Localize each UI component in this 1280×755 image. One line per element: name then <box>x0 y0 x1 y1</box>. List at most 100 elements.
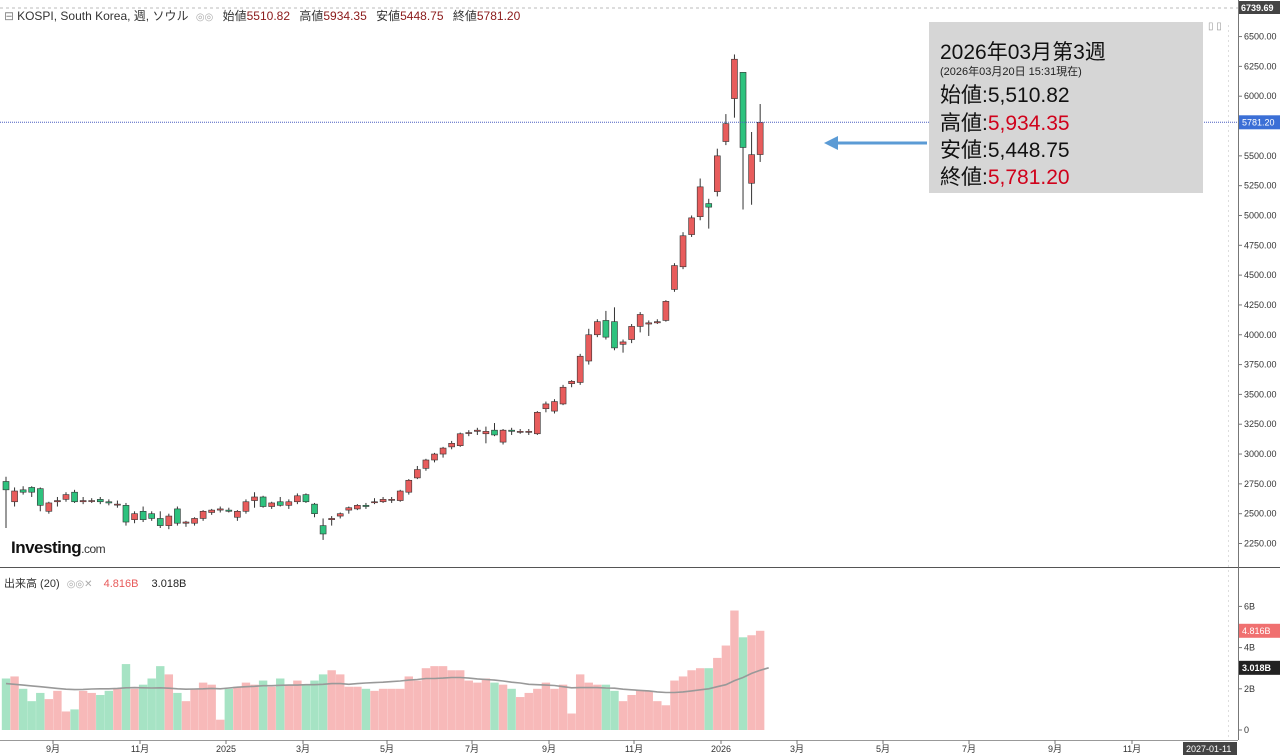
candle-body <box>105 501 113 504</box>
volume-bar <box>61 711 71 730</box>
volume-settings-icon[interactable]: ◎◎✕ <box>66 579 93 590</box>
candle-body <box>748 154 755 184</box>
candle-body <box>722 123 730 142</box>
volume-bar <box>284 684 294 730</box>
time-tick-label: 3月 <box>296 744 310 754</box>
candle-body <box>405 479 413 493</box>
candle-body <box>516 431 524 433</box>
volume-bar <box>370 690 379 730</box>
time-tick-label: 11月 <box>1123 744 1141 754</box>
volume-bar <box>438 666 448 730</box>
candle-body <box>45 502 53 512</box>
volume-bar <box>430 666 439 730</box>
candle-body <box>336 513 344 517</box>
volume-bar <box>713 657 722 730</box>
candle-body <box>71 491 78 503</box>
volume-bar <box>190 688 199 730</box>
price-tick-label: 2500.00 <box>1244 509 1277 519</box>
price-tick-label: 3000.00 <box>1244 449 1277 459</box>
candle-body <box>388 499 395 501</box>
volume-bar <box>138 684 148 730</box>
candle-body <box>54 500 61 503</box>
close-label: 終値 <box>452 9 477 23</box>
candle-body <box>36 488 44 506</box>
volume-current-badge <box>1239 623 1280 638</box>
volume-bar <box>670 680 679 730</box>
candle-body <box>156 518 164 526</box>
volume-series[interactable] <box>1 610 765 730</box>
volume-bar <box>413 680 422 730</box>
pointer-arrow-head <box>824 136 838 150</box>
candle-body <box>88 500 95 502</box>
volume-bar <box>498 684 508 730</box>
candle-body <box>328 518 335 520</box>
volume-bar <box>301 684 311 730</box>
max-price-label: 6739.69 <box>1241 3 1274 13</box>
volume-bar <box>755 630 765 730</box>
volume-bar <box>241 682 251 730</box>
candle-body <box>165 515 173 526</box>
info-open-row: 始値:5,510.82 <box>940 84 1070 107</box>
candle-body <box>79 500 87 503</box>
candle-body <box>28 487 36 493</box>
volume-bar <box>644 690 653 730</box>
candle-body <box>122 505 130 523</box>
price-tick-label: 6500.00 <box>1244 32 1277 42</box>
candle-body <box>456 433 464 446</box>
candle-body <box>568 380 575 384</box>
candle-body <box>439 447 447 455</box>
candle-body <box>216 508 224 511</box>
candle-body <box>662 301 670 321</box>
price-tick-label: 4250.00 <box>1244 300 1277 310</box>
candle-body <box>482 431 490 435</box>
volume-bar <box>507 688 516 730</box>
volume-bar <box>353 686 362 730</box>
candle-body <box>602 320 610 338</box>
volume-bar <box>635 690 645 730</box>
volume-bar <box>687 670 696 730</box>
candle-body <box>268 502 275 507</box>
candle-body <box>259 496 267 507</box>
time-tick-label: 11月 <box>131 744 149 754</box>
candle-body <box>542 403 550 410</box>
volume-bar <box>198 682 208 730</box>
candle-body <box>739 72 747 148</box>
volume-bar <box>36 692 45 730</box>
candle-body <box>11 490 18 503</box>
low-value: 5448.75 <box>400 9 444 23</box>
candle-body <box>242 501 250 512</box>
volume-bar <box>27 701 36 730</box>
candle-body <box>576 355 584 383</box>
volume-bar <box>396 688 405 730</box>
candle-body <box>234 510 241 518</box>
candles-series[interactable] <box>2 54 764 540</box>
price-tick-label: 6250.00 <box>1244 61 1277 71</box>
volume-bar <box>627 694 636 730</box>
instrument-name: KOSPI, South Korea, 週, ソウル <box>17 9 189 23</box>
candle-body <box>285 501 293 506</box>
volume-ma-label: 3.018B <box>1242 663 1272 673</box>
settings-icon[interactable]: ◎◎ <box>195 12 214 23</box>
candle-body <box>422 459 430 469</box>
volume-bar <box>524 692 533 730</box>
volume-bar <box>601 684 611 730</box>
candle-body <box>645 322 653 325</box>
price-tick-label: 5250.00 <box>1244 181 1277 191</box>
volume-bar <box>327 670 336 730</box>
volume-bar <box>53 690 62 730</box>
volume-bar <box>318 674 328 730</box>
chart-header: ⊟ KOSPI, South Korea, 週, ソウル ◎◎ 始値5510.82… <box>4 7 520 24</box>
volume-bar <box>258 680 268 730</box>
collapse-icon[interactable]: ⊟ <box>4 9 15 23</box>
volume-bar <box>456 670 465 730</box>
time-tick-label: 5月 <box>380 744 394 754</box>
candle-body <box>611 321 618 349</box>
candle-body <box>208 509 215 513</box>
candle-body <box>671 265 678 290</box>
candle-body <box>96 499 104 503</box>
candle-body <box>139 510 147 520</box>
pane-controls-icon[interactable]: ▯ ▯ <box>1208 21 1222 32</box>
volume-tick-label: 4B <box>1244 643 1255 653</box>
volume-bar <box>567 713 576 730</box>
candle-body <box>302 494 310 503</box>
